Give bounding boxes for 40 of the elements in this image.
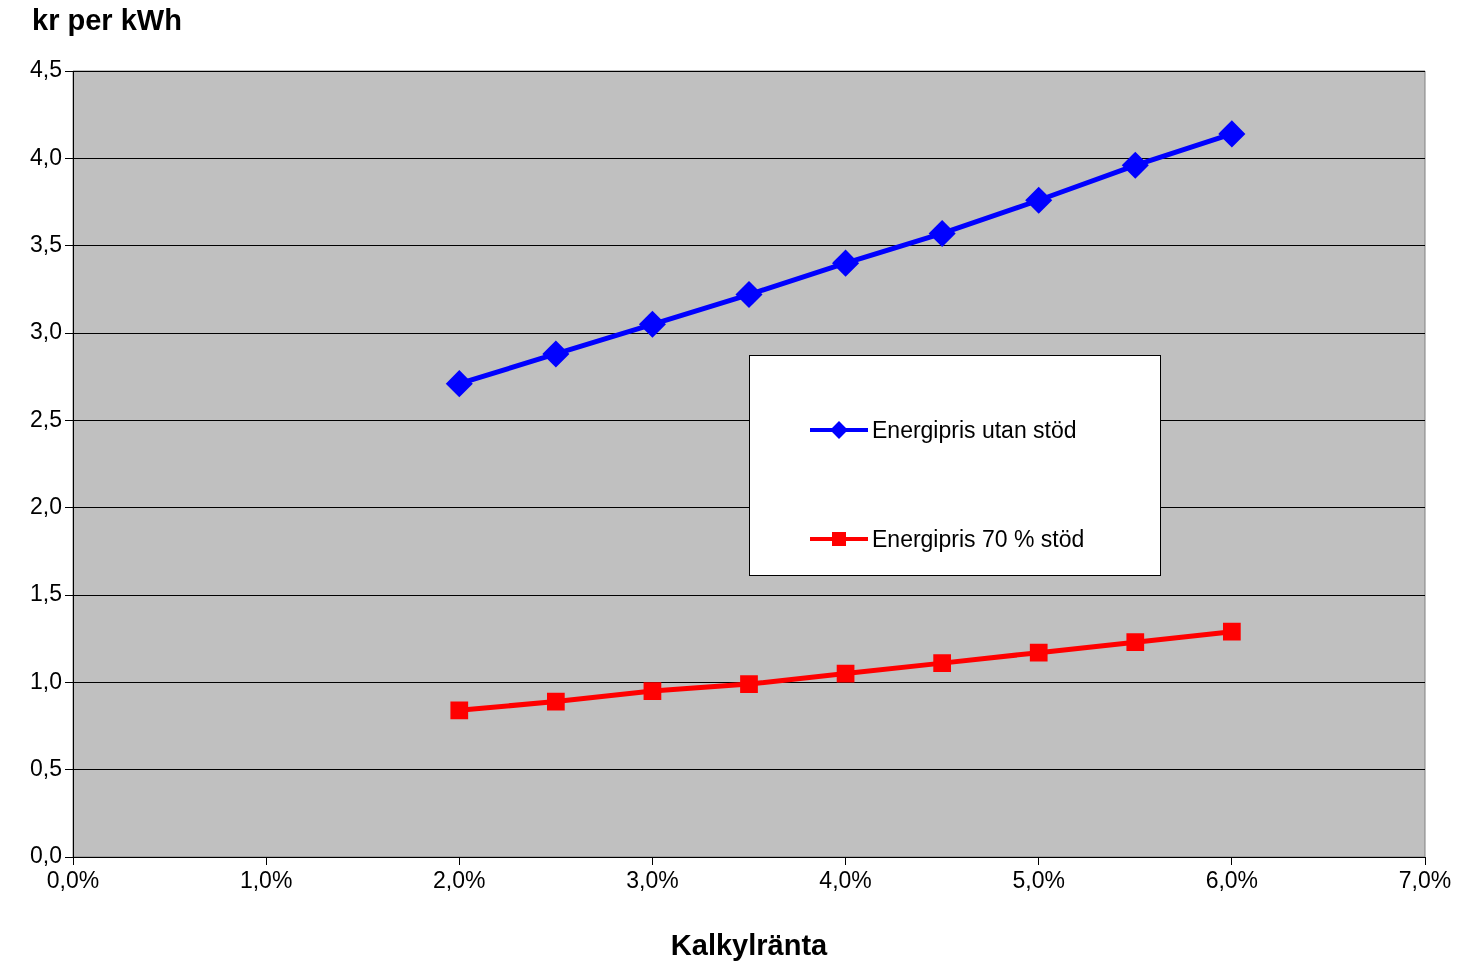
x-tick-label: 7,0% (1398, 867, 1452, 894)
y-tick-label: 1,5 (30, 580, 62, 607)
point (546, 692, 565, 711)
x-axis-title: Kalkylränta (670, 928, 829, 961)
x-tick-label: 6,0% (1205, 867, 1259, 894)
point (740, 675, 758, 693)
point (736, 282, 762, 308)
x-tick-label: 0,0% (46, 867, 100, 894)
point (833, 250, 859, 276)
x-tick-label: 2,0% (433, 867, 486, 894)
point (450, 701, 469, 720)
point (1029, 643, 1048, 662)
y-tick-label: 4,0 (30, 143, 62, 170)
y-tick-label: 4,5 (30, 56, 62, 83)
y-tick-label: 1,0 (30, 667, 62, 694)
legend-label: Energipris utan stöd (872, 416, 1077, 444)
legend-label: Energipris 70 % stöd (872, 525, 1085, 553)
y-tick-label: 3,0 (30, 318, 62, 345)
point (1126, 633, 1145, 652)
y-axis-title: kr per kWh (32, 4, 182, 37)
y-tick-label: 2,5 (30, 405, 62, 432)
y-tick-label: 2,0 (30, 493, 62, 520)
x-tick-label: 3,0% (626, 867, 679, 894)
point (446, 371, 472, 397)
point (643, 682, 662, 700)
point (543, 341, 569, 367)
point (933, 654, 952, 672)
point (1222, 622, 1241, 641)
point (1122, 152, 1148, 178)
x-tick-label: 4,0% (819, 867, 872, 894)
point (1219, 121, 1245, 147)
y-tick-label: 0,5 (30, 755, 62, 782)
y-tick-label: 3,5 (30, 231, 62, 258)
point (836, 664, 855, 683)
x-tick-label: 5,0% (1012, 867, 1065, 894)
point (1026, 187, 1052, 213)
x-tick-label: 1,0% (239, 867, 293, 894)
point (929, 220, 955, 246)
point (639, 311, 665, 337)
y-tick-label: 0,0 (30, 842, 62, 869)
